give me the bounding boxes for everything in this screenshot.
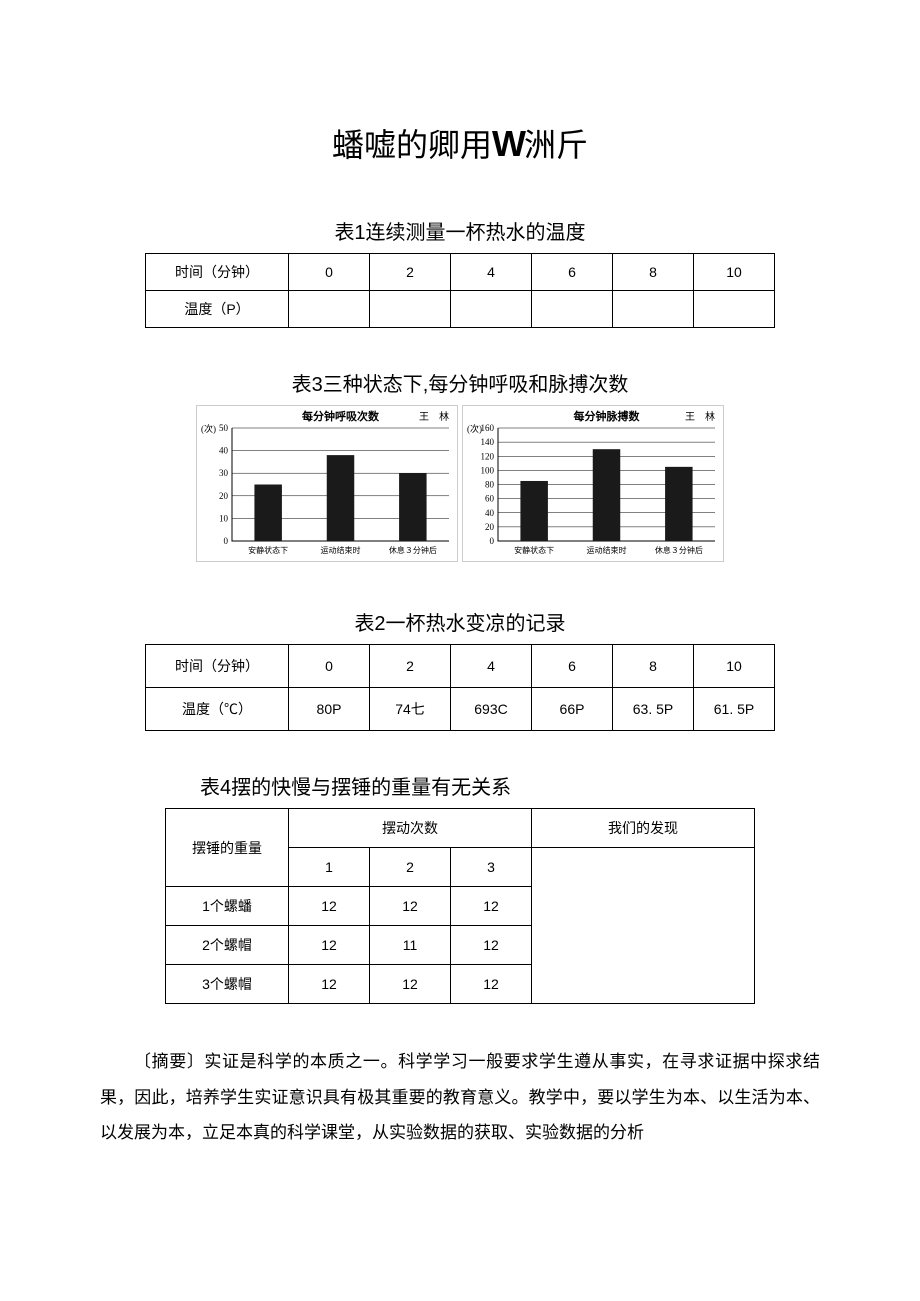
cell: 2个螺帽 [166, 926, 289, 965]
svg-text:休息３分钟后: 休息３分钟后 [389, 545, 437, 555]
cell: 温度（P） [146, 291, 289, 328]
table1-title: 表1连续测量一杯热水的温度 [100, 216, 820, 245]
cell: 74七 [370, 688, 451, 731]
cell: 2 [370, 645, 451, 688]
table4-title: 表4摆的快慢与摆锤的重量有无关系 [100, 771, 820, 800]
svg-text:10: 10 [219, 513, 229, 523]
svg-text:50: 50 [219, 423, 229, 433]
svg-text:运动结束时: 运动结束时 [587, 545, 627, 555]
cell [532, 848, 755, 1004]
cell: 12 [451, 926, 532, 965]
svg-text:140: 140 [481, 437, 495, 447]
cell: 12 [289, 926, 370, 965]
cell: 61. 5P [694, 688, 775, 731]
cell: 11 [370, 926, 451, 965]
cell: 0 [289, 645, 370, 688]
cell: 摆动次数 [289, 809, 532, 848]
cell: 12 [289, 965, 370, 1004]
svg-text:20: 20 [219, 491, 229, 501]
cell: 12 [370, 965, 451, 1004]
title-w: W [492, 123, 524, 164]
cell: 63. 5P [613, 688, 694, 731]
svg-text:160: 160 [481, 423, 495, 433]
cell: 1 [289, 848, 370, 887]
svg-text:120: 120 [481, 451, 495, 461]
charts-row: 每分钟呼吸次数 王 林 (次) 0 10 20 30 40 50 安静状态下 运动结束时 休息３分钟后… [100, 405, 820, 562]
cell: 时间（分钟） [146, 254, 289, 291]
cell: 我们的发现 [532, 809, 755, 848]
svg-text:休息３分钟后: 休息３分钟后 [655, 545, 703, 555]
svg-text:80: 80 [485, 480, 495, 490]
svg-text:40: 40 [485, 508, 495, 518]
chart-pulse: 每分钟脉搏数王 林(次)020406080100120140160安静状态下运动… [462, 405, 724, 562]
cell: 8 [613, 254, 694, 291]
cell: 温度（℃） [146, 688, 289, 731]
main-title: 蟠嘘的卿用W洲斤 [100, 120, 820, 166]
cell: 6 [532, 254, 613, 291]
table2-title: 表2一杯热水变凉的记录 [100, 607, 820, 636]
cell: 12 [451, 965, 532, 1004]
svg-text:100: 100 [481, 465, 495, 475]
cell: 3个螺帽 [166, 965, 289, 1004]
svg-text:每分钟呼吸次数: 每分钟呼吸次数 [302, 409, 380, 423]
cell: 4 [451, 254, 532, 291]
cell: 10 [694, 254, 775, 291]
cell: 10 [694, 645, 775, 688]
table3-title: 表3三种状态下,每分钟呼吸和脉搏次数 [100, 368, 820, 397]
table2: 时间（分钟） 0 2 4 6 8 10 温度（℃） 80P 74七 693C 6… [145, 644, 775, 731]
cell: 3 [451, 848, 532, 887]
table-row: 时间（分钟） 0 2 4 6 8 10 [146, 645, 775, 688]
cell: 6 [532, 645, 613, 688]
svg-text:运动结束时: 运动结束时 [321, 545, 361, 555]
table-row: 时间（分钟） 0 2 4 6 8 10 [146, 254, 775, 291]
cell: 8 [613, 645, 694, 688]
chart-breaths: 每分钟呼吸次数 王 林 (次) 0 10 20 30 40 50 安静状态下 运动结束时 休息３分钟后 [196, 405, 458, 562]
cell: 80P [289, 688, 370, 731]
svg-text:王 林: 王 林 [685, 410, 715, 423]
cell: 12 [289, 887, 370, 926]
svg-text:0: 0 [490, 536, 495, 546]
title-p2: 洲斤 [524, 127, 588, 163]
table-row: 摆锤的重量 摆动次数 我们的发现 [166, 809, 755, 848]
cell: 12 [370, 887, 451, 926]
svg-text:安静状态下: 安静状态下 [514, 545, 554, 555]
svg-text:(次): (次) [201, 423, 216, 434]
cell: 0 [289, 254, 370, 291]
table-row: 温度（P） [146, 291, 775, 328]
cell: 2 [370, 848, 451, 887]
table-row: 温度（℃） 80P 74七 693C 66P 63. 5P 61. 5P [146, 688, 775, 731]
table1: 时间（分钟） 0 2 4 6 8 10 温度（P） [145, 253, 775, 328]
cell: 4 [451, 645, 532, 688]
svg-text:40: 40 [219, 446, 229, 456]
svg-text:每分钟脉搏数: 每分钟脉搏数 [574, 409, 641, 423]
abstract-paragraph: 〔摘要〕实证是科学的本质之一。科学学习一般要求学生遵从事实，在寻求证据中探求结果… [100, 1044, 820, 1151]
cell: 1个螺蟠 [166, 887, 289, 926]
svg-text:王 林: 王 林 [419, 410, 449, 423]
svg-text:20: 20 [485, 522, 495, 532]
svg-text:安静状态下: 安静状态下 [248, 545, 288, 555]
svg-text:30: 30 [219, 468, 229, 478]
table4: 摆锤的重量 摆动次数 我们的发现 1 2 3 1个螺蟠 12 12 12 2个螺… [165, 808, 755, 1004]
title-p1: 蟠嘘的卿用 [332, 127, 492, 163]
cell: 时间（分钟） [146, 645, 289, 688]
cell: 2 [370, 254, 451, 291]
svg-text:0: 0 [224, 536, 229, 546]
cell: 66P [532, 688, 613, 731]
cell: 摆锤的重量 [166, 809, 289, 887]
svg-text:60: 60 [485, 494, 495, 504]
cell: 12 [451, 887, 532, 926]
cell: 693C [451, 688, 532, 731]
